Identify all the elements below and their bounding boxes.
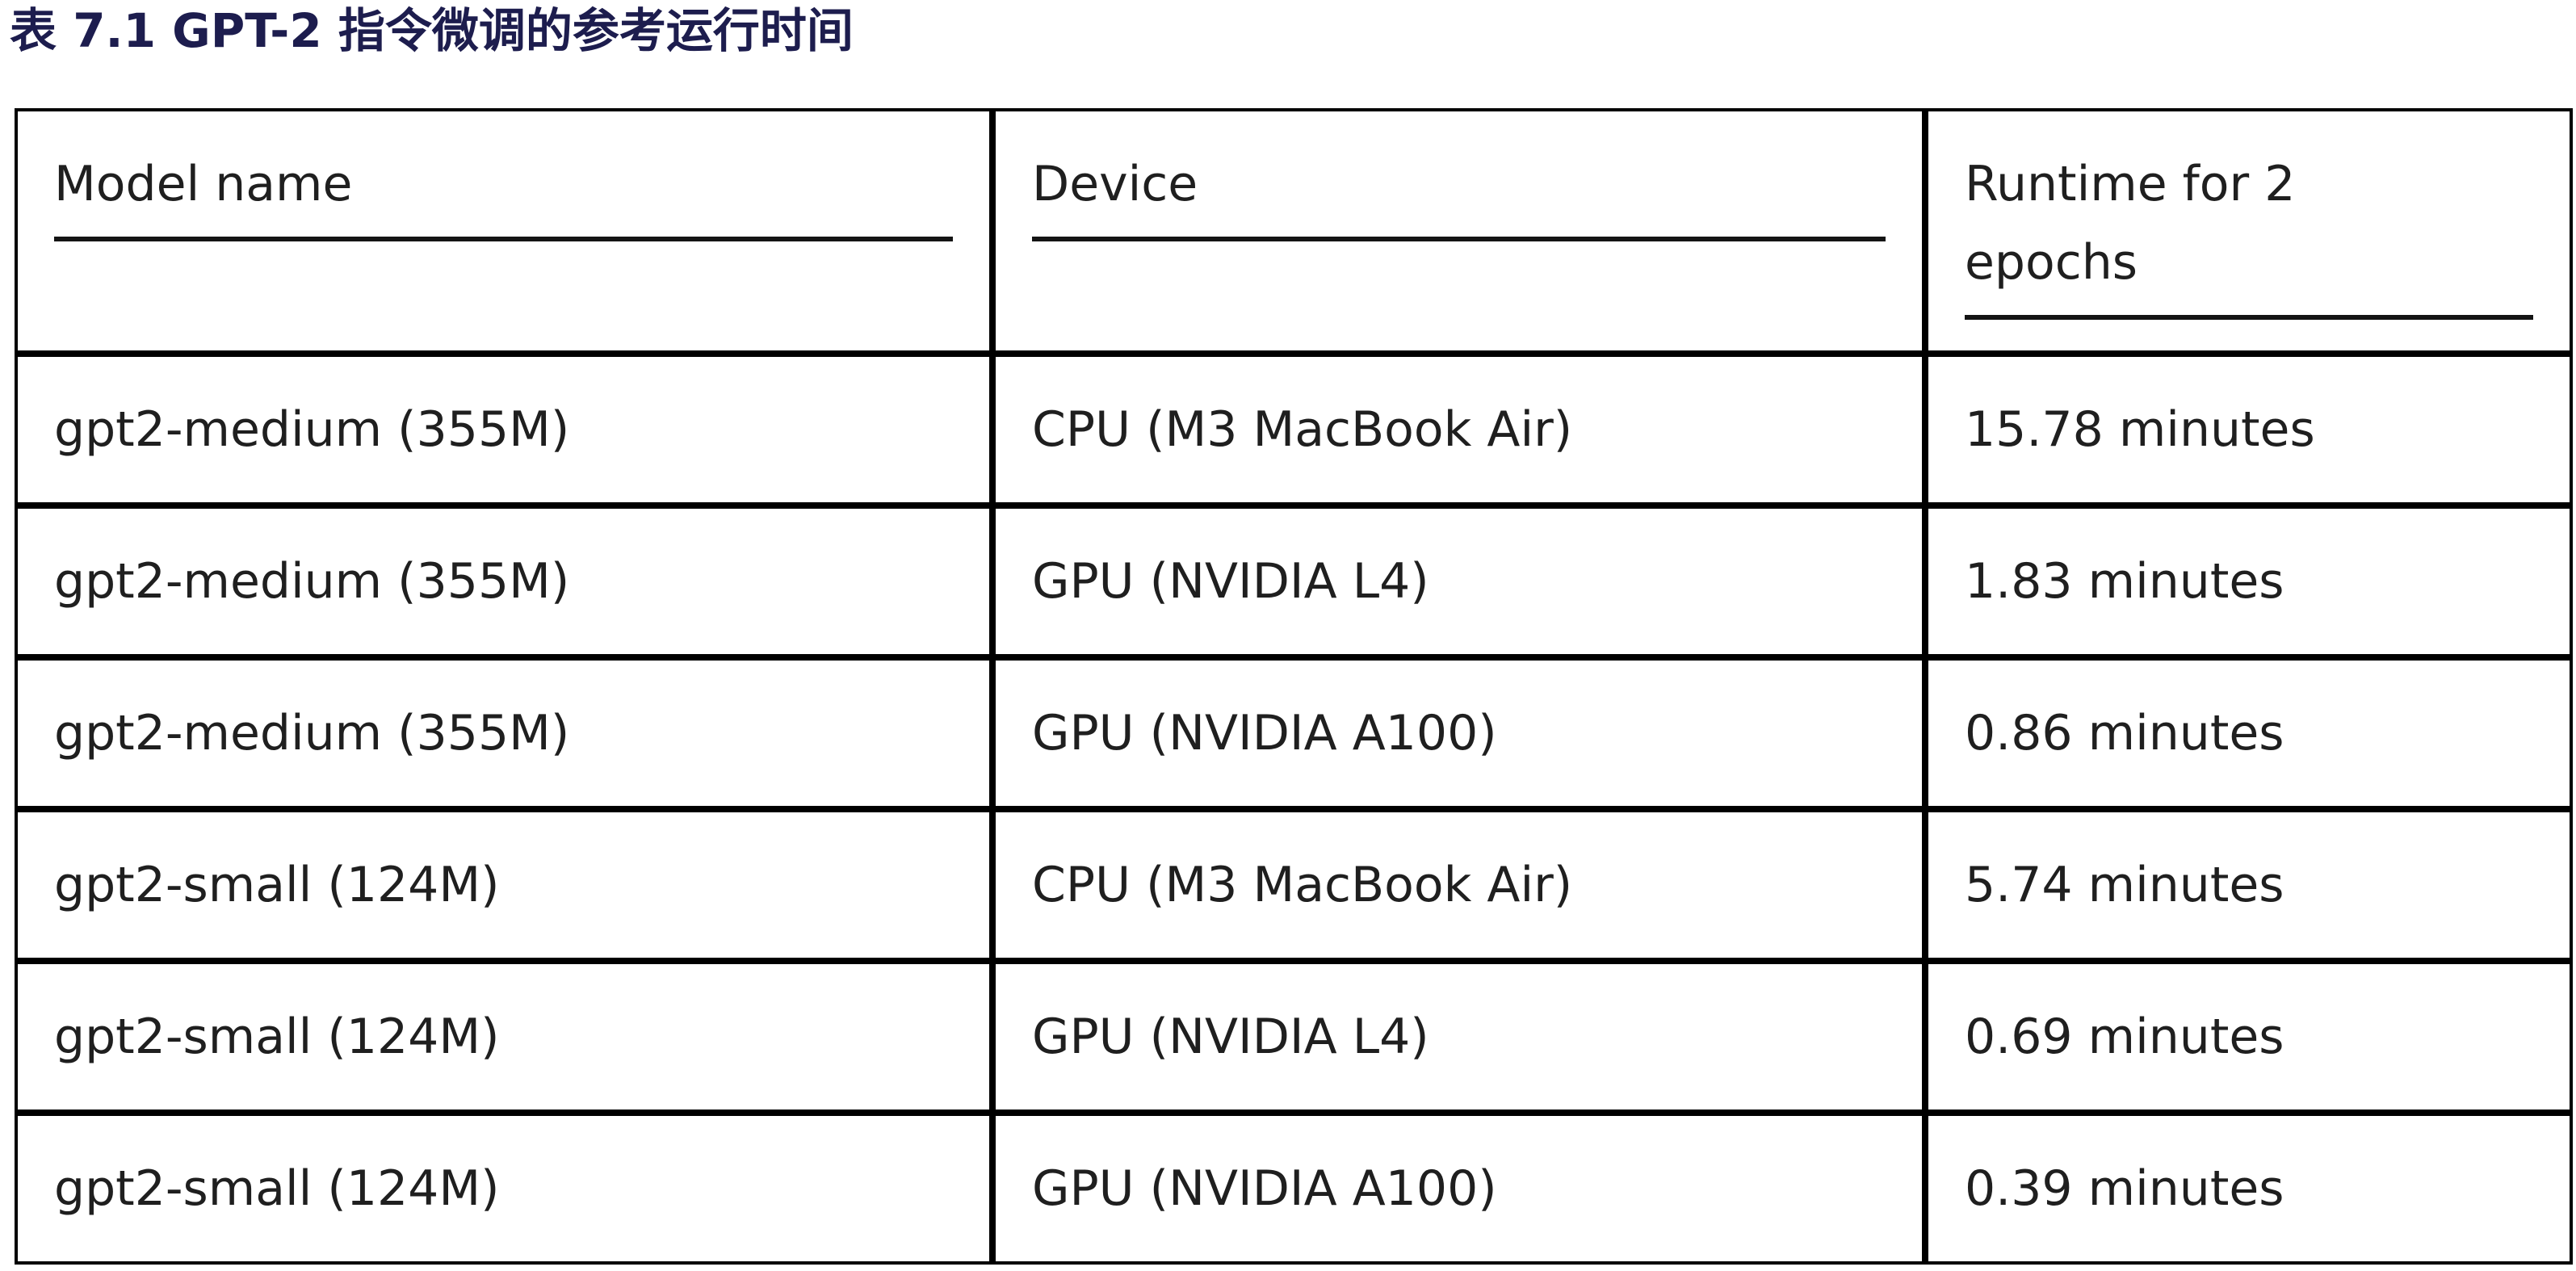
runtime-cell: 0.86 minutes bbox=[1925, 657, 2573, 809]
device-cell: GPU (NVIDIA A100) bbox=[992, 657, 1925, 809]
runtime-cell: 0.69 minutes bbox=[1925, 961, 2573, 1113]
header-row: Model name Device Runtime for 2 epochs bbox=[15, 108, 2573, 354]
device-cell: CPU (M3 MacBook Air) bbox=[992, 809, 1925, 961]
runtime-cell: 1.83 minutes bbox=[1925, 505, 2573, 657]
header-cell-model-name: Model name bbox=[15, 108, 992, 354]
runtime-cell: 0.39 minutes bbox=[1925, 1113, 2573, 1265]
device-cell: GPU (NVIDIA L4) bbox=[992, 505, 1925, 657]
model-name-cell: gpt2-medium (355M) bbox=[15, 505, 992, 657]
model-name-cell: gpt2-small (124M) bbox=[15, 961, 992, 1113]
table-row: gpt2-small (124M) GPU (NVIDIA L4) 0.69 min… bbox=[15, 961, 2573, 1113]
device-cell: GPU (NVIDIA L4) bbox=[992, 961, 1925, 1113]
runtime-cell: 15.78 minutes bbox=[1925, 354, 2573, 505]
device-cell: CPU (M3 MacBook Air) bbox=[992, 354, 1925, 505]
runtime-cell: 5.74 minutes bbox=[1925, 809, 2573, 961]
header-cell-device: Device bbox=[992, 108, 1925, 354]
device-cell: GPU (NVIDIA A100) bbox=[992, 1113, 1925, 1265]
table-row: gpt2-medium (355M) CPU (M3 MacBook Air) 15… bbox=[15, 354, 2573, 505]
header-underline bbox=[1965, 315, 2533, 320]
header-cell-runtime: Runtime for 2 epochs bbox=[1925, 108, 2573, 354]
header-underline bbox=[1032, 237, 1886, 241]
table-row: gpt2-small (124M) GPU (NVIDIA A100) 0.39 m… bbox=[15, 1113, 2573, 1265]
model-name-cell: gpt2-small (124M) bbox=[15, 1113, 992, 1265]
model-name-cell: gpt2-small (124M) bbox=[15, 809, 992, 961]
table-row: gpt2-medium (355M) GPU (NVIDIA A100) 0.86 … bbox=[15, 657, 2573, 809]
column-header-model-name: Model name bbox=[54, 156, 353, 212]
table-row: gpt2-medium (355M) GPU (NVIDIA L4) 1.83 mi… bbox=[15, 505, 2573, 657]
model-name-cell: gpt2-medium (355M) bbox=[15, 354, 992, 505]
header-underline bbox=[54, 237, 953, 241]
runtime-table: Model name Device Runtime for 2 epochs g… bbox=[15, 108, 2573, 1265]
table-caption: 表 7.1 GPT-2 指令微调的参考运行时间 bbox=[10, 3, 854, 58]
column-header-runtime: Runtime for 2 epochs bbox=[1965, 156, 2296, 291]
table-row: gpt2-small (124M) CPU (M3 MacBook Air) 5.7… bbox=[15, 809, 2573, 961]
column-header-device: Device bbox=[1032, 156, 1198, 212]
model-name-cell: gpt2-medium (355M) bbox=[15, 657, 992, 809]
